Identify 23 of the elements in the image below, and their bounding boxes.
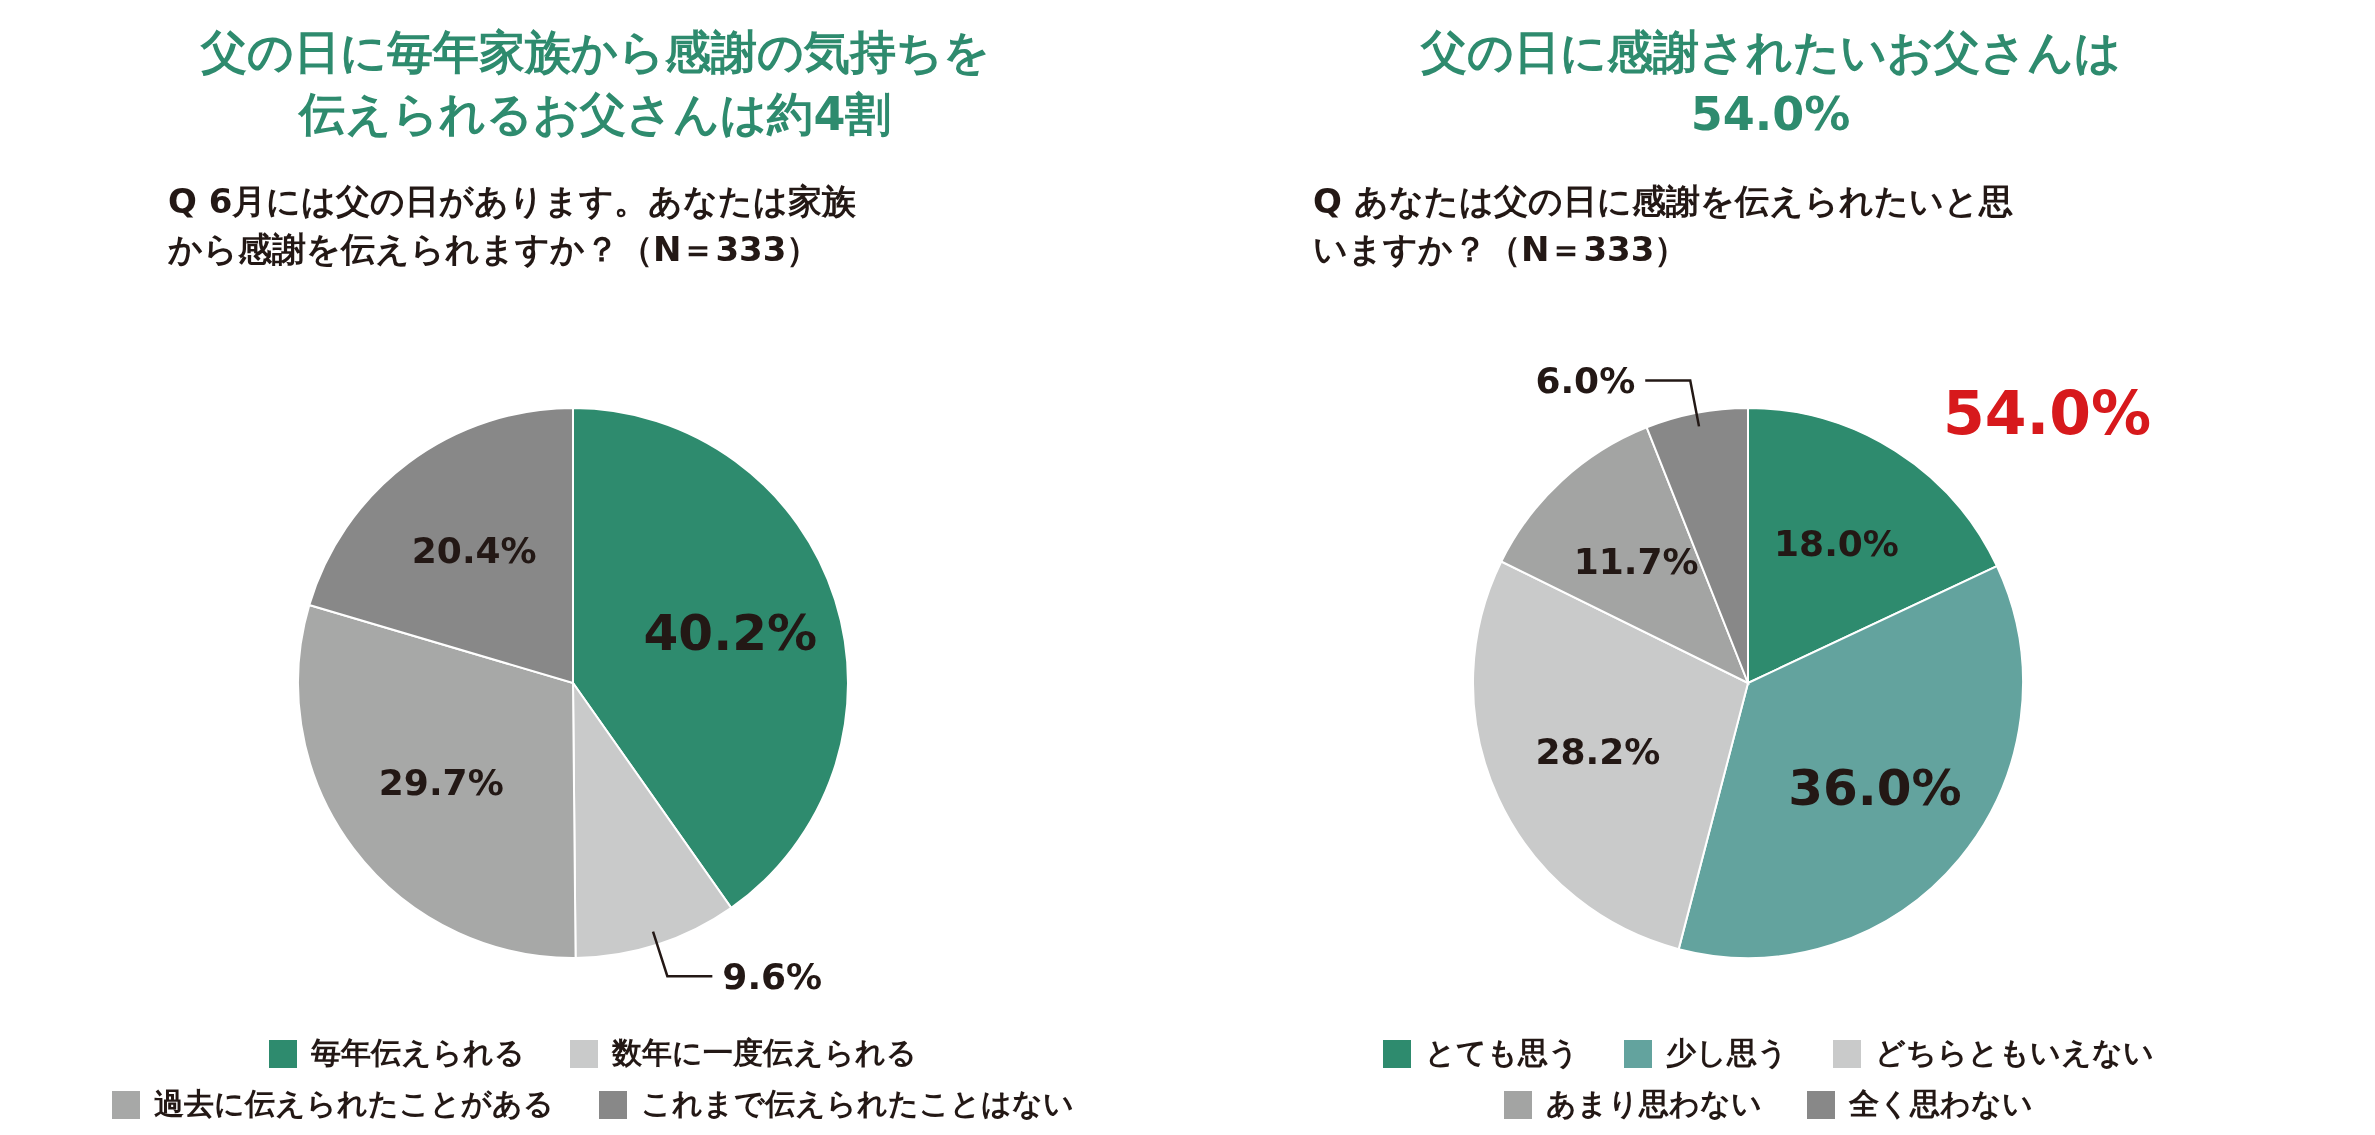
legend-label: 数年に一度伝えられる [612, 1034, 917, 1072]
data-label: 29.7% [378, 761, 504, 803]
data-label: 20.4% [411, 530, 537, 572]
legend-label: 全く思わない [1848, 1085, 2033, 1123]
legend-label: 毎年伝えられる [311, 1034, 525, 1072]
data-label: 11.7% [1573, 541, 1699, 583]
chart-title: 父の日に毎年家族から感謝の気持ちを伝えられるお父さんは約4割 [199, 23, 991, 143]
data-label: 36.0% [1788, 759, 1962, 818]
legend-label: あまり思わない [1545, 1085, 1762, 1123]
chart-subtitle: Q あなたは父の日に感謝を伝えられたいと思いますか？（N＝333） [1313, 180, 2014, 271]
data-label: 6.0% [1535, 359, 1636, 401]
data-label: 9.6% [722, 955, 823, 997]
data-label: 18.0% [1774, 523, 1899, 565]
legend-label: 過去に伝えられたことがある [154, 1085, 554, 1123]
legend-label: 少し思う [1665, 1034, 1788, 1072]
data-label: 28.2% [1535, 731, 1661, 773]
data-label: 40.2% [643, 604, 818, 663]
chart-title: 父の日に感謝されたいお父さんは54.0% [1419, 23, 2122, 143]
legend-label: これまで伝えられたことはない [641, 1085, 1074, 1123]
text: 54.0% [1943, 378, 2152, 448]
legend-label: とても思う [1424, 1034, 1579, 1072]
chart-subtitle: Q 6月には父の日があります。あなたは家族から感謝を伝えられますか？（N＝333） [168, 180, 858, 271]
legend-label: どちらともいえない [1874, 1034, 2154, 1072]
